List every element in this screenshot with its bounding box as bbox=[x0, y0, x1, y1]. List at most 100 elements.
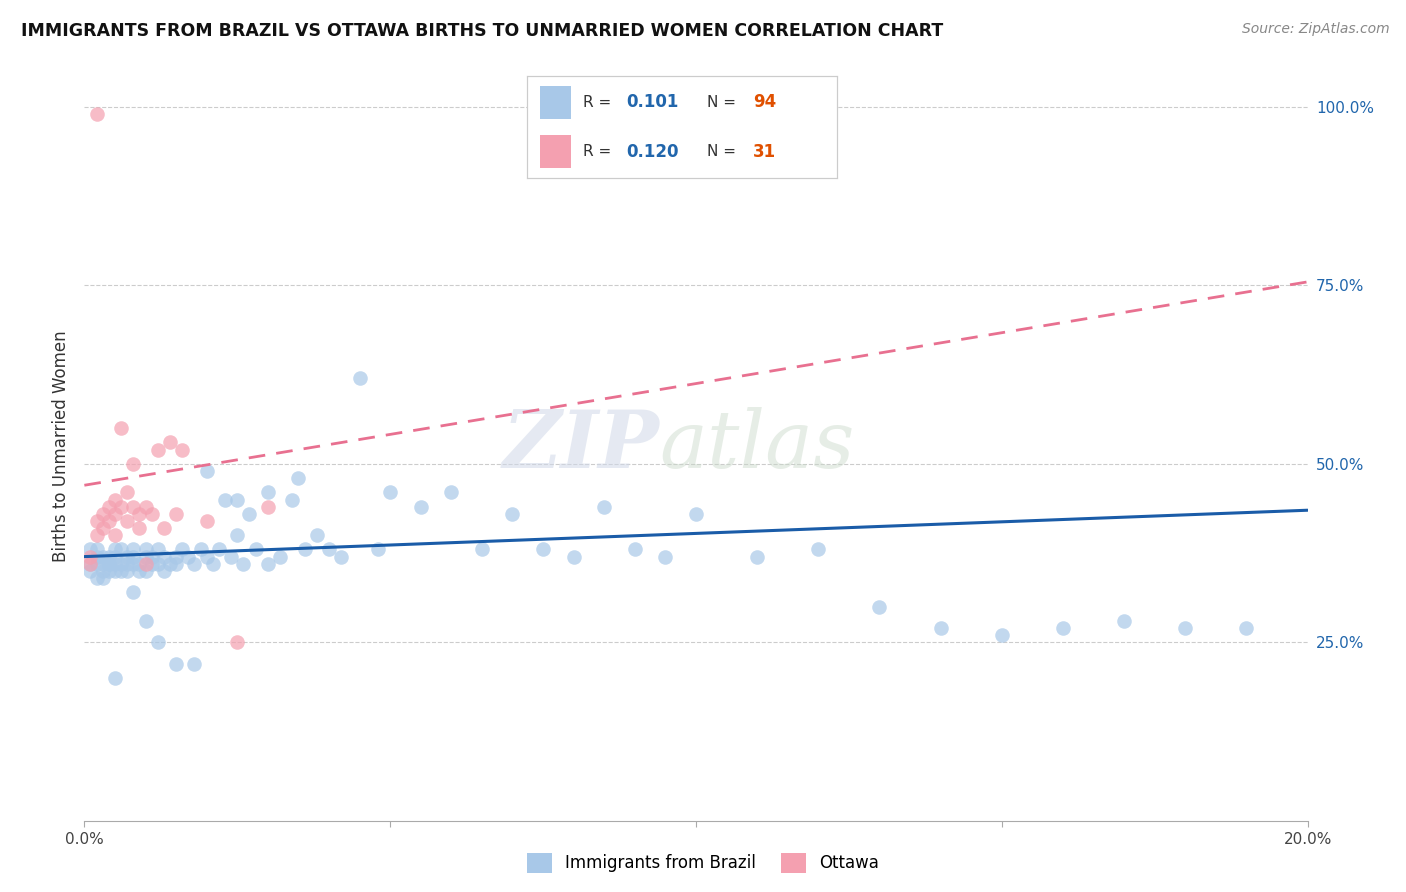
Point bbox=[159, 435, 181, 450]
Text: ZIP: ZIP bbox=[502, 408, 659, 484]
Point bbox=[177, 549, 200, 564]
Text: Source: ZipAtlas.com: Source: ZipAtlas.com bbox=[1241, 22, 1389, 37]
Point bbox=[159, 557, 181, 571]
Point bbox=[367, 542, 389, 557]
Point bbox=[79, 542, 101, 557]
Point bbox=[146, 442, 169, 457]
Point bbox=[153, 521, 176, 535]
Point bbox=[91, 549, 114, 564]
Point bbox=[1114, 614, 1136, 628]
Point bbox=[110, 542, 132, 557]
Point bbox=[294, 542, 316, 557]
Point bbox=[79, 557, 101, 571]
Point bbox=[104, 542, 127, 557]
Point bbox=[91, 564, 114, 578]
Text: 0.101: 0.101 bbox=[626, 94, 679, 112]
Point bbox=[153, 564, 176, 578]
Point bbox=[183, 557, 205, 571]
Point bbox=[122, 542, 145, 557]
Point bbox=[122, 557, 145, 571]
Point bbox=[86, 528, 108, 542]
Point bbox=[807, 542, 830, 557]
Point bbox=[195, 464, 218, 478]
Point bbox=[104, 671, 127, 685]
Point bbox=[1236, 621, 1258, 635]
Text: atlas: atlas bbox=[659, 408, 855, 484]
Point bbox=[685, 507, 707, 521]
Point bbox=[502, 507, 524, 521]
Point bbox=[929, 621, 952, 635]
Point bbox=[409, 500, 432, 514]
Point bbox=[747, 549, 769, 564]
Point bbox=[79, 564, 101, 578]
Point bbox=[104, 564, 127, 578]
Point bbox=[330, 549, 353, 564]
Point bbox=[991, 628, 1014, 642]
Point bbox=[79, 549, 101, 564]
Text: R =: R = bbox=[583, 145, 616, 160]
Y-axis label: Births to Unmarried Women: Births to Unmarried Women bbox=[52, 330, 70, 562]
Point bbox=[110, 564, 132, 578]
Point bbox=[135, 542, 157, 557]
Point bbox=[1052, 621, 1074, 635]
Point bbox=[122, 585, 145, 599]
Point bbox=[86, 514, 108, 528]
Point bbox=[869, 599, 891, 614]
Point bbox=[380, 485, 402, 500]
Point bbox=[86, 557, 108, 571]
Point bbox=[115, 549, 138, 564]
Point bbox=[115, 557, 138, 571]
Point bbox=[104, 507, 127, 521]
Point bbox=[110, 500, 132, 514]
Point bbox=[562, 549, 585, 564]
Point bbox=[531, 542, 554, 557]
Point bbox=[115, 485, 138, 500]
Point bbox=[1174, 621, 1197, 635]
Point bbox=[349, 371, 371, 385]
Point bbox=[219, 549, 242, 564]
Point bbox=[183, 657, 205, 671]
Point bbox=[91, 521, 114, 535]
Point bbox=[86, 571, 108, 585]
Point bbox=[214, 492, 236, 507]
Point bbox=[232, 557, 254, 571]
Point bbox=[128, 521, 150, 535]
Point bbox=[135, 500, 157, 514]
Point bbox=[122, 549, 145, 564]
Point bbox=[153, 549, 176, 564]
Point bbox=[141, 507, 163, 521]
Text: R =: R = bbox=[583, 95, 616, 110]
Point bbox=[122, 500, 145, 514]
Point bbox=[135, 557, 157, 571]
Point bbox=[165, 557, 187, 571]
Point bbox=[97, 557, 120, 571]
Point bbox=[104, 528, 127, 542]
Point bbox=[91, 507, 114, 521]
Point bbox=[141, 549, 163, 564]
Point bbox=[146, 542, 169, 557]
Point bbox=[91, 571, 114, 585]
Point bbox=[115, 514, 138, 528]
Point bbox=[79, 557, 101, 571]
Point bbox=[86, 549, 108, 564]
Point bbox=[257, 557, 280, 571]
Point bbox=[269, 549, 291, 564]
Point bbox=[97, 514, 120, 528]
Point bbox=[471, 542, 494, 557]
Point bbox=[165, 507, 187, 521]
Point bbox=[97, 557, 120, 571]
Point bbox=[86, 107, 108, 121]
Point bbox=[305, 528, 328, 542]
FancyBboxPatch shape bbox=[540, 87, 571, 119]
Point bbox=[190, 542, 212, 557]
Point bbox=[110, 421, 132, 435]
Point bbox=[593, 500, 616, 514]
Text: N =: N = bbox=[707, 95, 741, 110]
Point bbox=[208, 542, 231, 557]
Point bbox=[624, 542, 647, 557]
Point bbox=[281, 492, 304, 507]
Point bbox=[172, 542, 194, 557]
Point bbox=[226, 635, 249, 649]
Point bbox=[97, 549, 120, 564]
Point bbox=[287, 471, 309, 485]
